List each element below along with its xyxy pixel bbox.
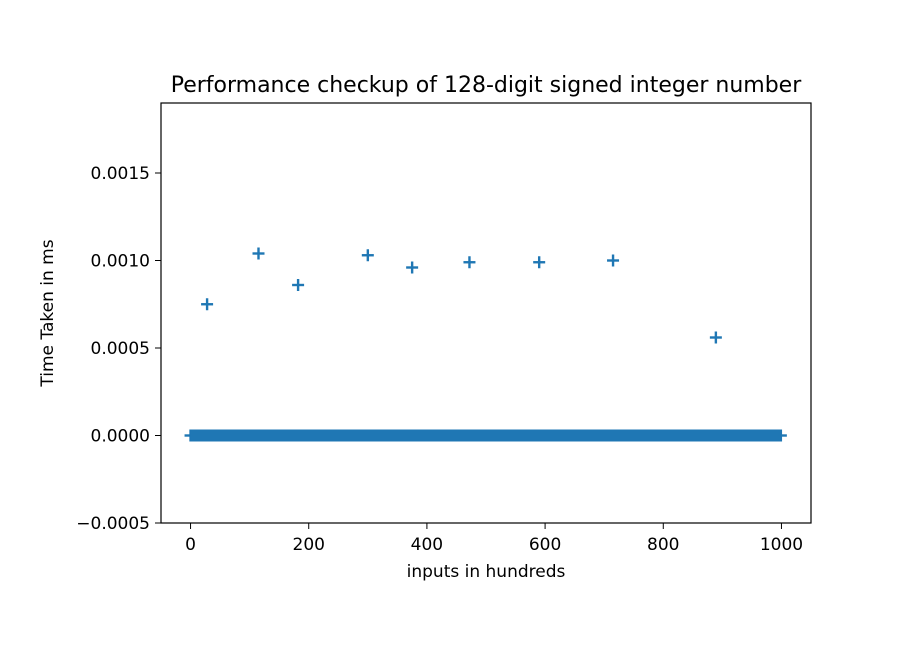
y-tick-label: 0.0015 xyxy=(91,164,150,184)
y-tick-label: 0.0000 xyxy=(91,427,150,447)
data-point xyxy=(252,247,265,260)
y-tick-label: 0.0005 xyxy=(91,339,150,359)
x-tick-label: 800 xyxy=(647,535,679,555)
data-point xyxy=(463,256,476,269)
data-point xyxy=(292,279,305,291)
data-point xyxy=(607,254,620,267)
x-tick-label: 200 xyxy=(293,535,325,555)
data-point xyxy=(201,298,214,311)
baseline-points xyxy=(190,429,781,442)
plot-marks xyxy=(184,247,787,442)
y-tick-label: −0.0005 xyxy=(76,514,150,534)
x-tick-label: 600 xyxy=(529,535,561,555)
data-point xyxy=(533,256,546,269)
x-tick-label: 0 xyxy=(185,535,196,555)
axes: 0 200 400 600 800 1000 −0.0005 0.0000 0.0005 0.00… xyxy=(76,164,803,555)
data-point xyxy=(361,249,374,262)
x-axis-label: inputs in hundreds xyxy=(407,562,566,582)
y-axis-label: Time Taken in ms xyxy=(38,239,58,387)
data-point xyxy=(406,261,419,274)
x-tick-label: 1000 xyxy=(760,535,803,555)
y-tick-label: 0.0010 xyxy=(91,252,150,272)
data-point xyxy=(709,331,722,344)
x-tick-label: 400 xyxy=(411,535,443,555)
chart-title: Performance checkup of 128-digit signed … xyxy=(171,73,802,98)
plot-frame xyxy=(160,102,812,524)
